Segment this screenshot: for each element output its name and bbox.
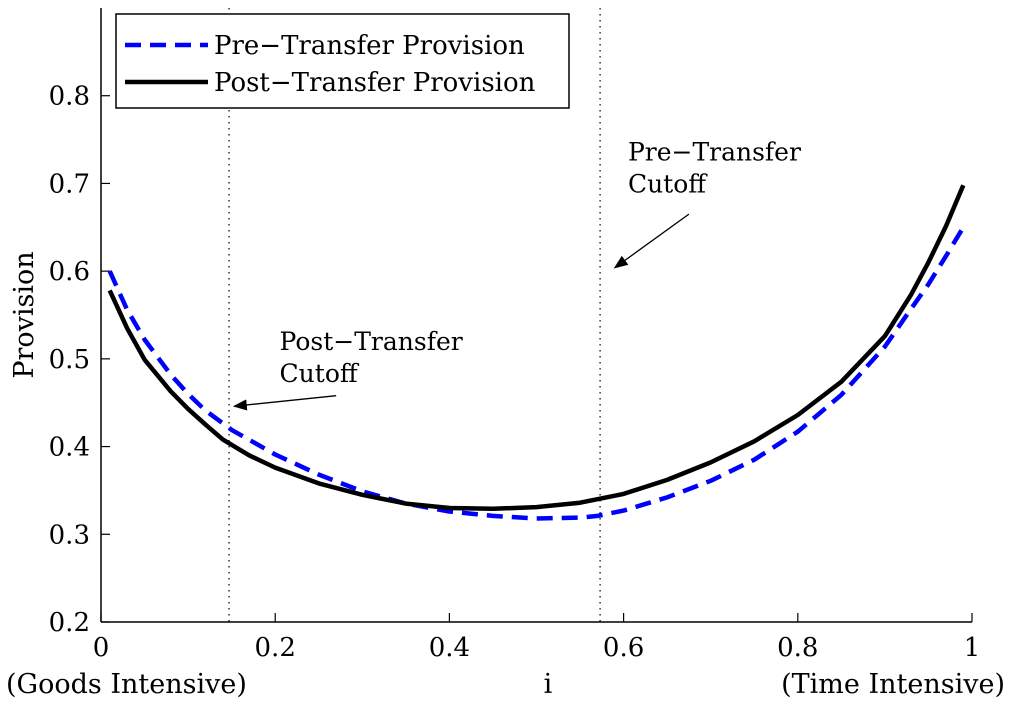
annotation-arrow — [232, 395, 337, 411]
y-tick-label: 0.2 — [49, 608, 90, 638]
annotation-label: Cutoff — [280, 359, 360, 388]
x-end-label-right: (Time Intensive) — [781, 669, 1005, 700]
y-tick-label: 0.5 — [49, 345, 90, 375]
y-tick-label: 0.6 — [49, 257, 90, 287]
x-tick-label: 0.2 — [255, 633, 296, 663]
annotation-label: Pre−Transfer — [628, 138, 801, 167]
legend-label-post: Post−Transfer Provision — [214, 68, 536, 98]
y-ticks: 0.2 0.3 0.4 0.5 0.6 0.7 0.8 — [49, 82, 110, 638]
x-tick-label: 0 — [93, 633, 110, 663]
y-tick-label: 0.7 — [49, 169, 90, 199]
plot-area: 0 0.2 0.4 0.6 0.8 1 0.20.30.40.50.60.70.8 Pos… — [49, 8, 981, 663]
y-tick-label: 0.3 — [49, 520, 90, 550]
x-tick-label: 1 — [964, 633, 981, 663]
x-tick-label: 0.8 — [777, 633, 818, 663]
y-tick-label: 0.4 — [49, 433, 90, 463]
legend: Pre−Transfer Provision Post−Transfer Pro… — [115, 13, 570, 109]
annotation-label: Cutoff — [628, 170, 708, 199]
y-axis-label: Provision — [9, 251, 40, 378]
x-tick-label: 0.4 — [429, 633, 470, 663]
series-line-post-transfer — [107, 184, 966, 512]
legend-label-pre: Pre−Transfer Provision — [214, 31, 525, 61]
annotation-arrow — [613, 213, 690, 269]
annotations: Post−Transfer Cutoff Pre−Transfer Cutoff — [232, 138, 801, 411]
x-tick-label: 0.6 — [603, 633, 644, 663]
y-tick-label: 0.8 — [49, 82, 90, 112]
series-lines — [107, 184, 966, 521]
x-end-label-left: (Goods Intensive) — [6, 669, 247, 700]
annotation-label: Post−Transfer — [280, 327, 463, 356]
x-axis-label: i — [544, 669, 553, 700]
legend-box — [115, 13, 570, 109]
x-ticks: 0 0.2 0.4 0.6 0.8 1 — [93, 613, 981, 663]
cutoff-lines — [228, 8, 601, 622]
series-line-pre-transfer — [107, 226, 966, 521]
